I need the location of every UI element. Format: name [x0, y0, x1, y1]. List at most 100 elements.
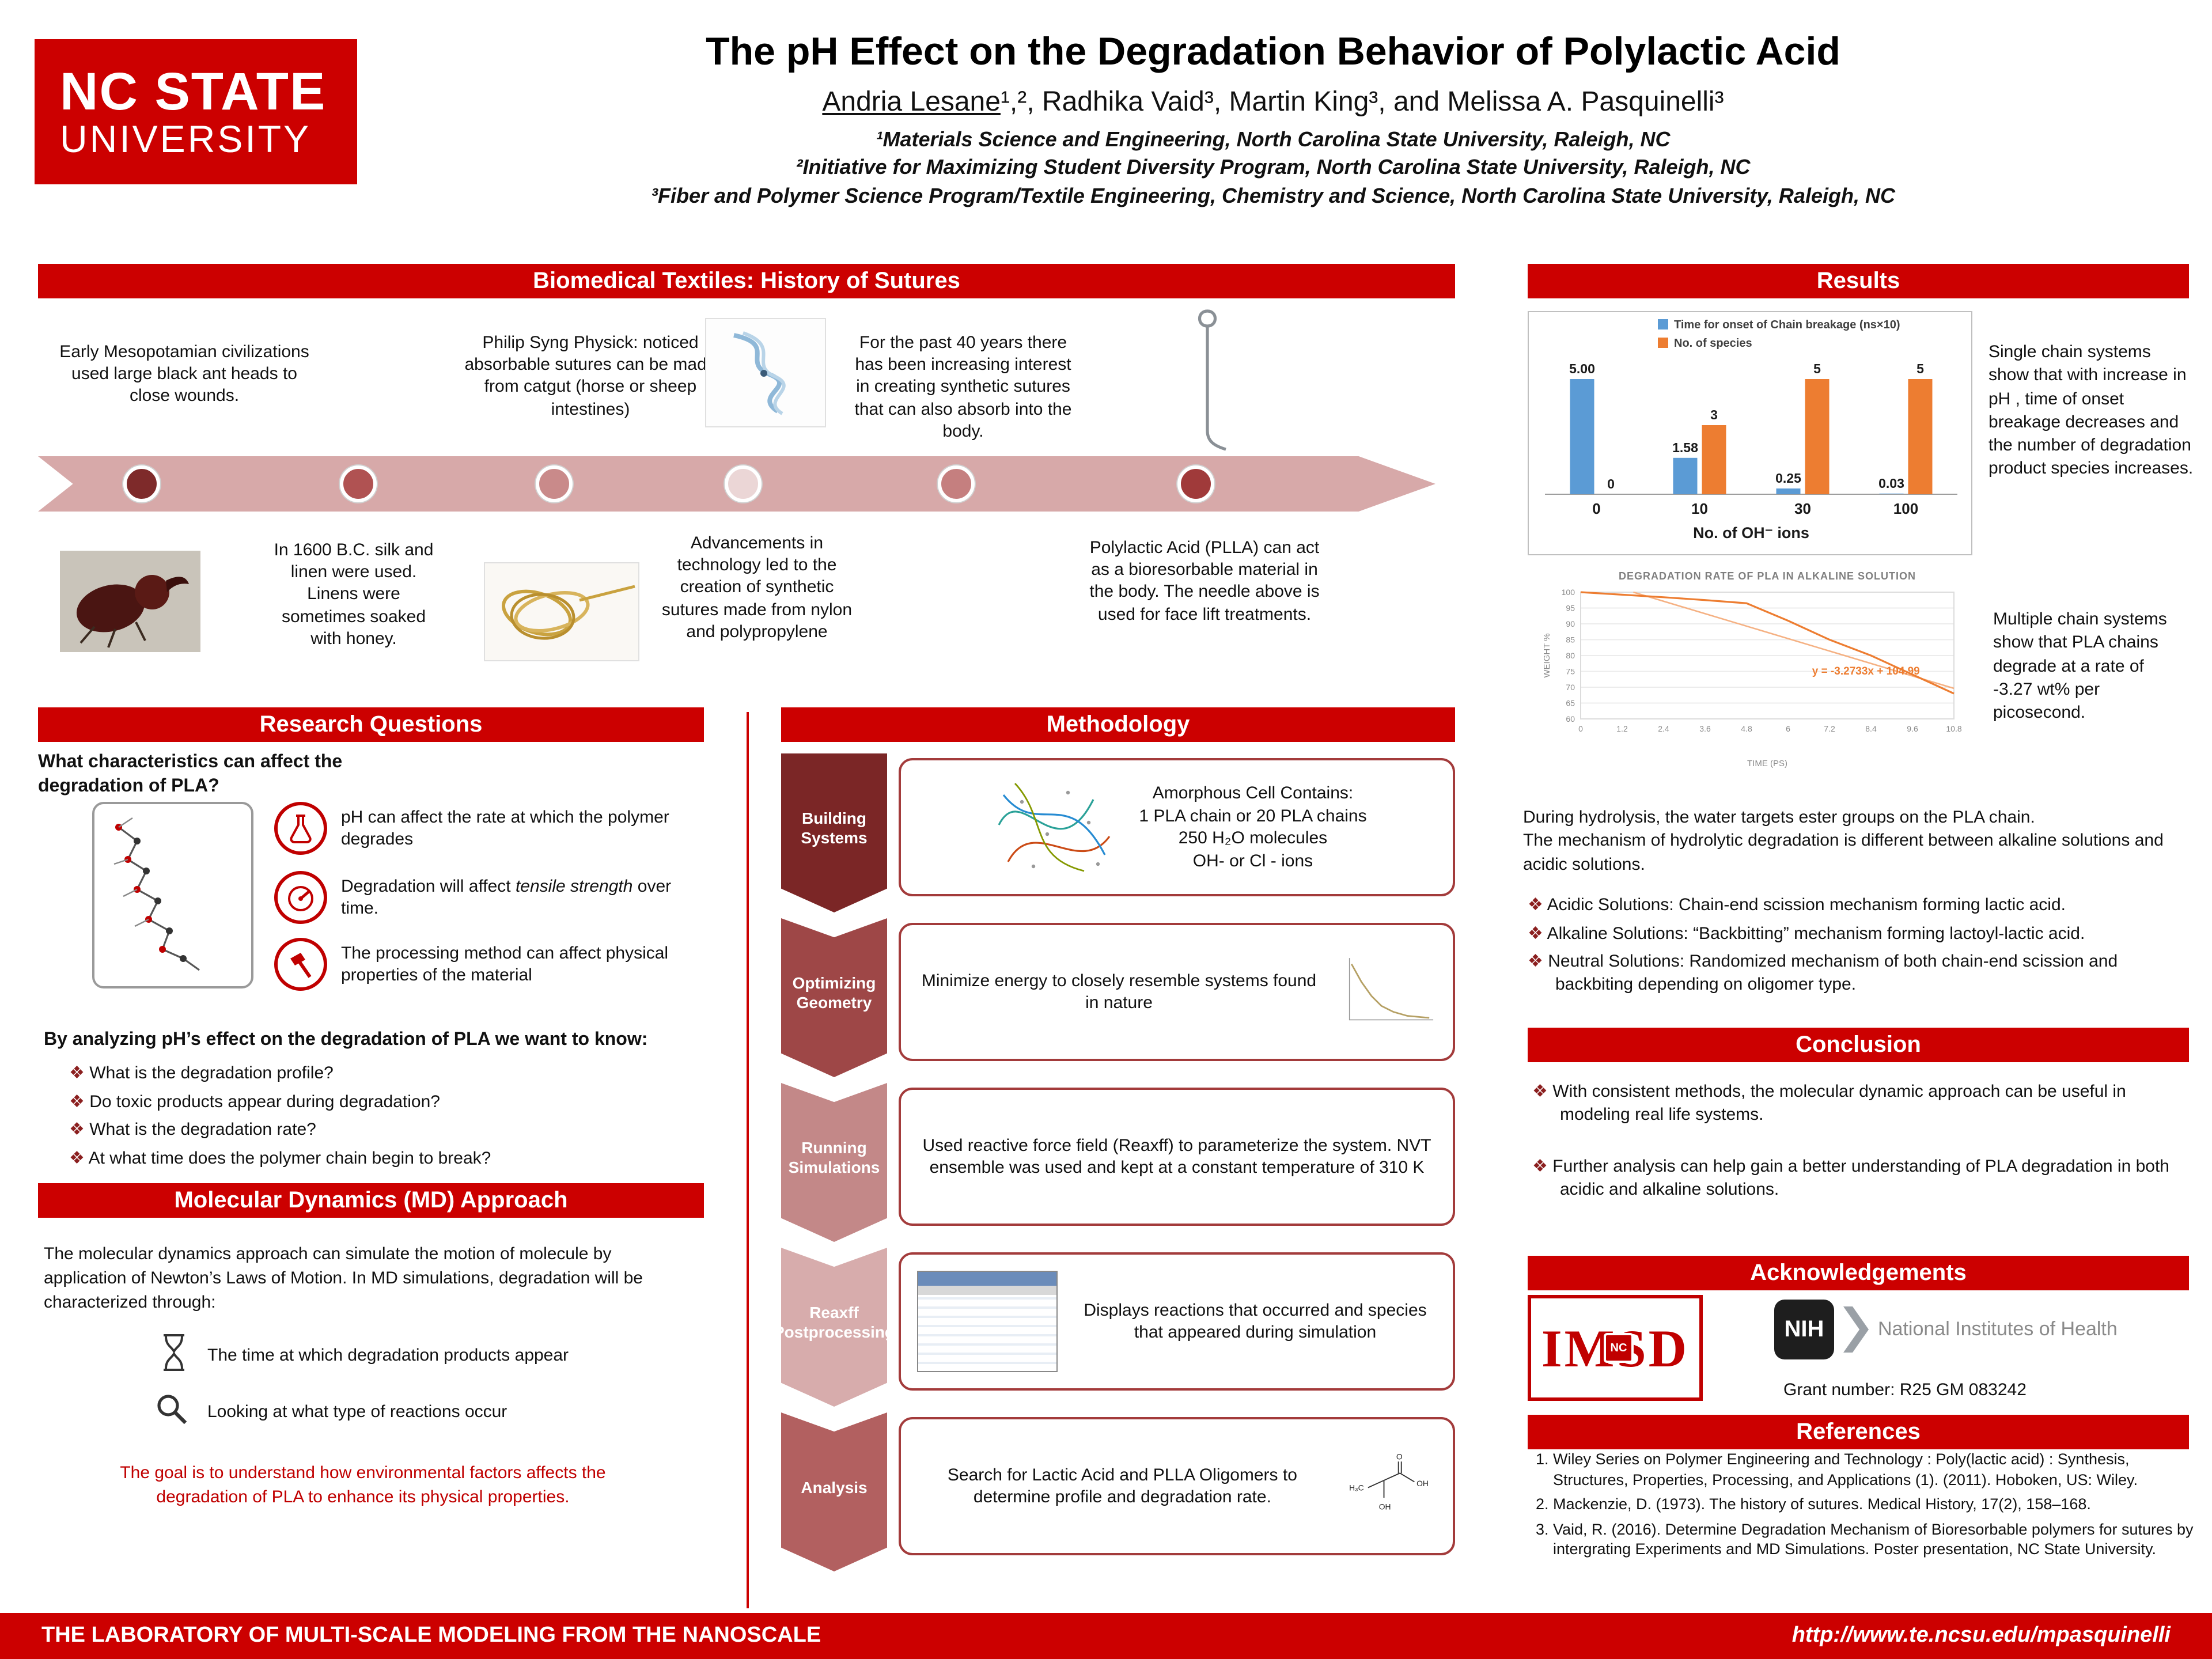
step-label: Optimizing Geometry: [792, 974, 876, 1012]
x-tick-label: 8.4: [1865, 724, 1877, 733]
y-tick-label: 60: [1566, 714, 1575, 724]
y-tick-label: 80: [1566, 651, 1575, 660]
svg-text:OH: OH: [1417, 1479, 1429, 1488]
magnifier-icon: [154, 1392, 189, 1432]
x-axis-title: No. of OH⁻ ions: [1693, 524, 1809, 541]
x-tick-label: 2.4: [1658, 724, 1669, 733]
step-chevron: Reaxff Postprocessing: [781, 1248, 887, 1407]
y-tick-label: 95: [1566, 604, 1575, 613]
gauge-icon: [274, 871, 327, 924]
svg-text:H₃C: H₃C: [1350, 1483, 1365, 1493]
polymer-chain-image: [92, 802, 253, 988]
history-item-text: Advancements in technology led to the cr…: [661, 533, 853, 642]
research-question: At what time does the polymer chain begi…: [69, 1147, 680, 1169]
section-history-header: Biomedical Textiles: History of Sutures: [38, 264, 1455, 298]
bar-value-label: 5: [1813, 361, 1821, 376]
affiliations: ¹Materials Science and Engineering, Nort…: [369, 126, 2177, 210]
column-divider: [747, 712, 749, 1608]
timeline-dot: [725, 465, 762, 502]
x-tick-label: 1.2: [1616, 724, 1628, 733]
step-label: Running Simulations: [788, 1138, 880, 1176]
section-md-header: Molecular Dynamics (MD) Approach: [38, 1183, 704, 1218]
bar-value-label: 5: [1916, 361, 1924, 376]
research-question: What is the degradation profile?: [69, 1062, 680, 1085]
step-box: Search for Lactic Acid and PLLA Oligomer…: [899, 1417, 1455, 1555]
section-conclusion-header: Conclusion: [1528, 1028, 2189, 1062]
bar: [1776, 488, 1801, 494]
footer-url[interactable]: http://www.te.ncsu.edu/mpasquinelli: [1791, 1623, 2171, 1647]
factor-text: The processing method can affect physica…: [341, 943, 669, 985]
history-item-text: Early Mesopotamian civilizations used la…: [59, 342, 309, 406]
affiliation-2: ²Initiative for Maximizing Student Diver…: [796, 156, 1751, 179]
beaker-icon: [274, 802, 327, 855]
needle-image: [1175, 302, 1240, 463]
category-label: 30: [1794, 500, 1811, 517]
step-chevron: Building Systems: [781, 753, 887, 912]
conclusion-list: With consistent methods, the molecular d…: [1532, 1081, 2191, 1206]
y-axis-title: WEIGHT %: [1542, 633, 1552, 677]
history-item-text: In 1600 B.C. silk and linen were used. L…: [274, 540, 434, 649]
y-tick-label: 75: [1566, 667, 1575, 676]
step-text: Used reactive force field (Reaxff) to pa…: [922, 1135, 1431, 1177]
legend-label: Time for onset of Chain breakage (ns×10): [1674, 319, 1900, 331]
grant-number: Grant number: R25 GM 083242: [1783, 1380, 2027, 1400]
research-question: What is the degradation rate?: [69, 1119, 680, 1141]
md-intro: The molecular dynamics approach can simu…: [44, 1244, 643, 1312]
ant-head-image: [60, 551, 200, 652]
bar: [1673, 457, 1698, 494]
authors-rest: ¹,², Radhika Vaid³, Martin King³, and Me…: [1000, 86, 1724, 118]
bar: [1570, 379, 1594, 494]
nih-logo: NIH National Institutes of Health: [1774, 1300, 2118, 1359]
reference-item: Wiley Series on Polymer Engineering and …: [1553, 1449, 2194, 1490]
x-tick-label: 10.8: [1946, 724, 1961, 733]
method-step-optimizing: Optimizing Geometry Minimize energy to c…: [781, 918, 1455, 1077]
postprocessing-screenshot: [917, 1271, 1058, 1372]
nih-name: National Institutes of Health: [1878, 1318, 2118, 1340]
method-step-analysis: Analysis Search for Lactic Acid and PLLA…: [781, 1412, 1455, 1571]
x-tick-label: 7.2: [1824, 724, 1835, 733]
affiliation-3: ³Fiber and Polymer Science Program/Texti…: [651, 184, 1895, 207]
research-analysis-lead: By analyzing pH’s effect on the degradat…: [44, 1030, 648, 1050]
legend-label: No. of species: [1674, 337, 1752, 350]
energy-minimization-plot: [1348, 958, 1433, 1021]
header-block: The pH Effect on the Degradation Behavio…: [369, 30, 2177, 210]
step-label: Building Systems: [801, 809, 868, 847]
line-chart: DEGRADATION RATE OF PLA IN ALKALINE SOLU…: [1539, 567, 1972, 772]
legend-swatch: [1658, 319, 1668, 329]
step-text: Displays reactions that occurred and spe…: [1084, 1300, 1427, 1342]
bar-value-label: 1.58: [1672, 440, 1698, 455]
author-lead: Andria Lesane: [822, 86, 1001, 118]
affiliation-1: ¹Materials Science and Engineering, Nort…: [876, 128, 1671, 151]
multi-chain-note: Multiple chain systems show that PLA cha…: [1993, 609, 2167, 722]
section-research-header: Research Questions: [38, 707, 704, 742]
step-chevron: Analysis: [781, 1412, 887, 1571]
step-label: Analysis: [801, 1478, 868, 1497]
factor-ph: pH can affect the rate at which the poly…: [274, 802, 703, 855]
legend-swatch: [1658, 338, 1668, 348]
bar: [1805, 379, 1830, 494]
footer-bar: THE LABORATORY OF MULTI-SCALE MODELING F…: [0, 1613, 2212, 1659]
history-item-text: For the past 40 years there has been inc…: [854, 333, 1072, 441]
step-label: Reaxff Postprocessing: [773, 1303, 895, 1341]
bar-value-label: 5.00: [1569, 361, 1595, 376]
timeline-dot: [1177, 465, 1214, 502]
bar-chart: Time for onset of Chain breakage (ns×10)…: [1528, 311, 1972, 555]
catgut-threads-image: [484, 562, 639, 661]
bar-value-label: 0.03: [1878, 476, 1904, 491]
mechanism-item: Acidic Solutions: Chain-end scission mec…: [1528, 894, 2194, 916]
ncstate-emblem: NC: [1604, 1333, 1634, 1363]
hydrolysis-text: During hydrolysis, the water targets est…: [1523, 808, 2164, 874]
svg-text:O: O: [1397, 1452, 1403, 1461]
step-text: Amorphous Cell Contains: 1 PLA chain or …: [1139, 783, 1367, 870]
md-point-time: The time at which degradation products a…: [159, 1332, 569, 1379]
bar: [1702, 425, 1726, 494]
history-item-text: Polylactic Acid (PLLA) can act as a bior…: [1089, 538, 1320, 624]
mechanism-item: Neutral Solutions: Randomized mechanism …: [1528, 950, 2194, 995]
md-goal: The goal is to understand how environmen…: [120, 1463, 606, 1507]
plot-border: [1580, 592, 1955, 719]
factor-tensile: Degradation will affect tensile strength…: [274, 871, 703, 924]
y-tick-label: 85: [1566, 635, 1575, 645]
mechanism-list: Acidic Solutions: Chain-end scission mec…: [1528, 894, 2194, 1001]
